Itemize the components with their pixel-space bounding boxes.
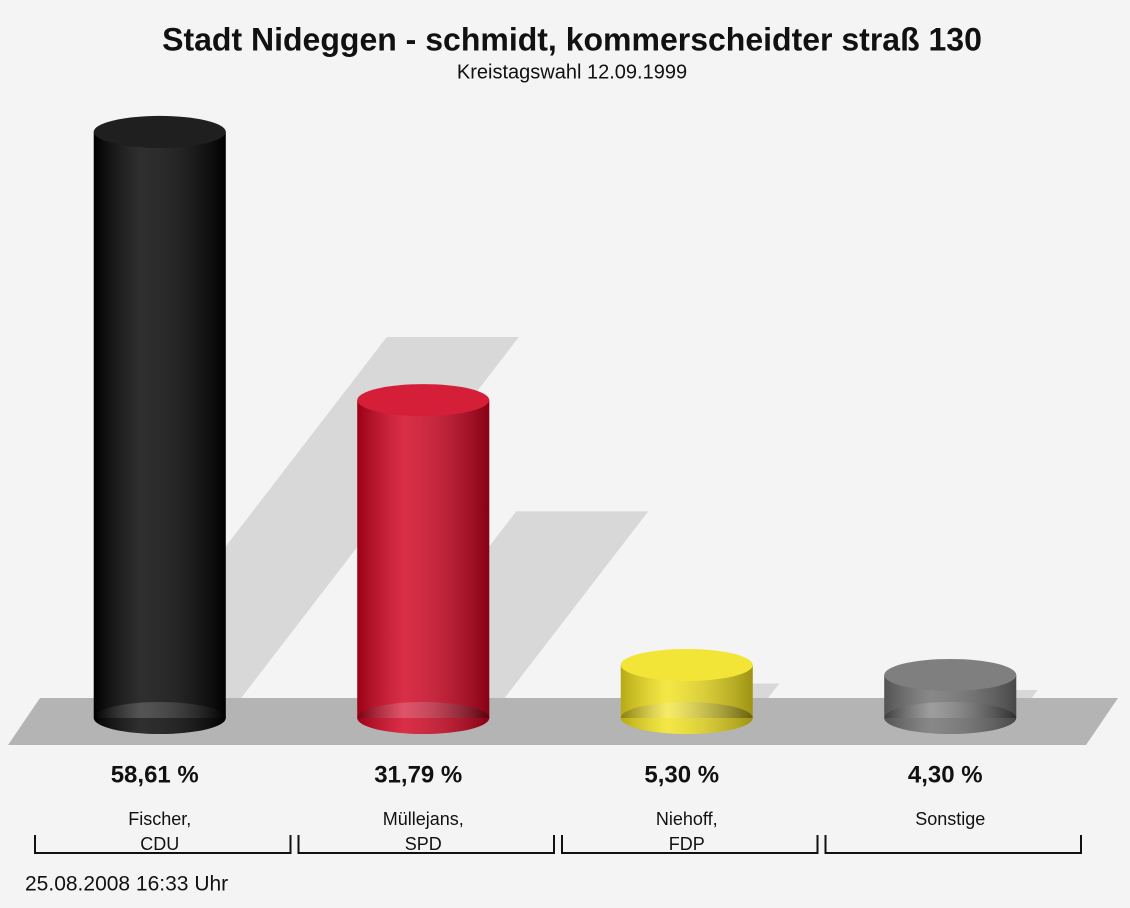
bar-top	[93, 115, 226, 148]
bar-body-shade	[93, 131, 226, 718]
category-label: Müllejans, SPD	[383, 809, 464, 854]
category-bracket	[297, 835, 555, 854]
bar-top-light	[620, 649, 753, 681]
bar-top-light	[884, 659, 1017, 691]
category-label: Sonstige	[915, 809, 985, 829]
bar	[620, 649, 753, 734]
value-label: 4,30 %	[908, 761, 983, 788]
bar-body-shade	[357, 400, 490, 718]
bar	[357, 384, 490, 734]
bar-top-light	[357, 384, 490, 417]
bar-top-light	[93, 115, 226, 148]
bar-top	[884, 659, 1017, 691]
category-bracket	[34, 835, 292, 854]
category-label: Fischer, CDU	[128, 809, 191, 854]
bar	[884, 659, 1017, 734]
chart-title: Stadt Nideggen - schmidt, kommerscheidte…	[162, 21, 982, 57]
category-bracket	[561, 835, 819, 854]
value-label: 5,30 %	[644, 761, 719, 788]
footer: 25.08.2008 16:33 Uhr	[25, 873, 228, 896]
category-label: Niehoff, FDP	[656, 809, 718, 854]
bars	[93, 115, 1017, 734]
value-label: 31,79 %	[374, 761, 462, 788]
bar	[93, 115, 226, 734]
value-label: 58,61 %	[111, 761, 199, 788]
floor	[8, 698, 1118, 745]
bar-top	[357, 384, 490, 417]
bar-top	[620, 649, 753, 681]
category-bracket	[824, 835, 1082, 854]
chart-subtitle: Kreistagswahl 12.09.1999	[457, 61, 687, 83]
